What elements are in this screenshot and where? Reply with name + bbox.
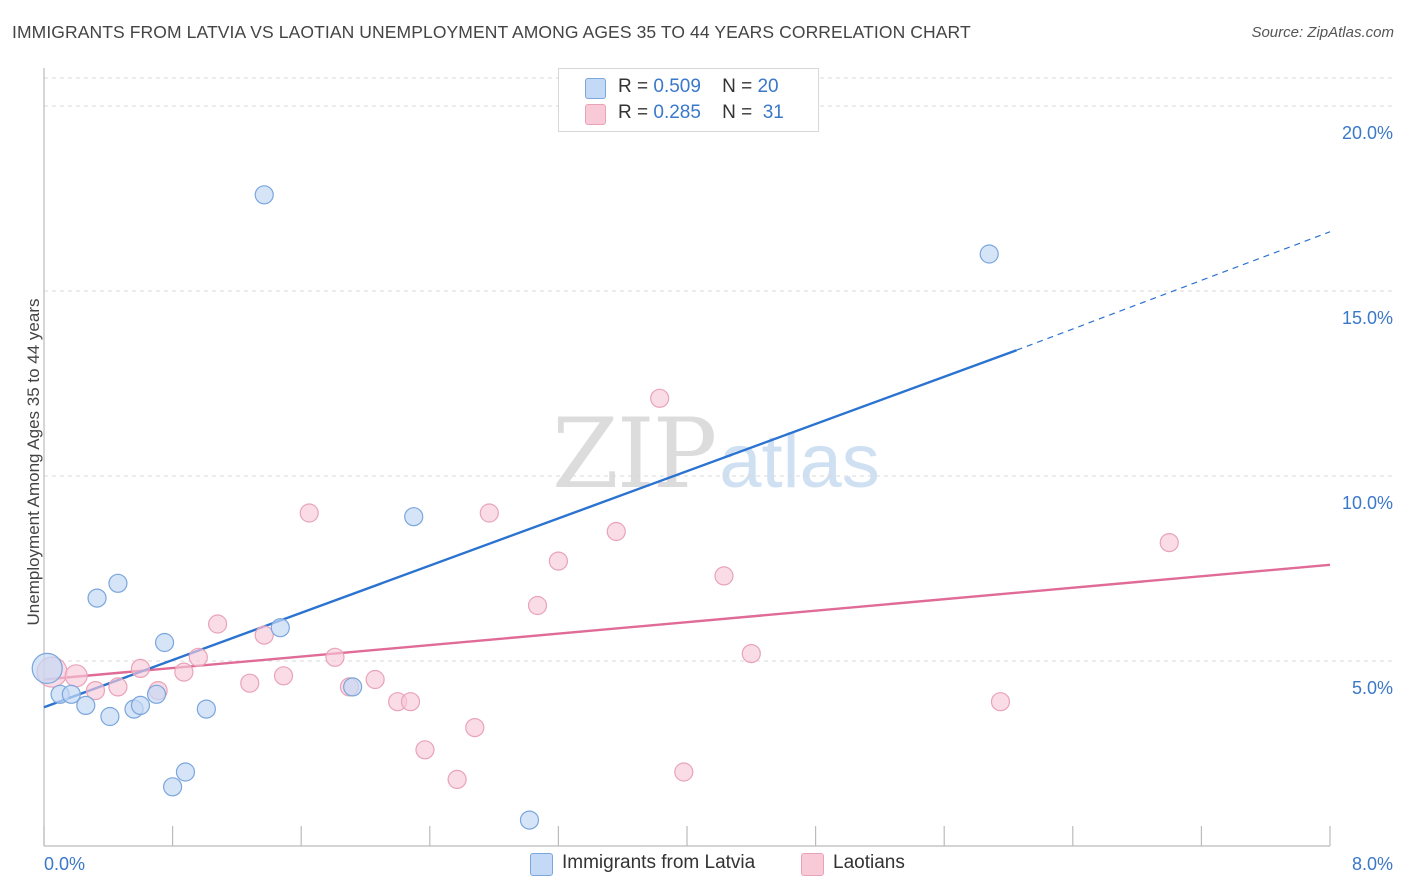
data-point-laotians xyxy=(254,625,274,645)
y-tick-label: 10.0% xyxy=(1342,493,1393,513)
data-point-latvia xyxy=(61,684,81,704)
legend-r-label: R = xyxy=(618,102,649,123)
x-tick-label-min: 0.0% xyxy=(44,854,85,874)
data-point-laotians xyxy=(674,762,694,782)
data-point-latvia xyxy=(519,810,540,830)
watermark-atlas: atlas xyxy=(719,419,880,504)
tick-labels: 5.0% 10.0% 15.0% 20.0% 0.0% 8.0% Unemployment … xyxy=(24,123,1393,874)
data-point-laotians xyxy=(85,680,106,701)
data-point-laotians xyxy=(365,669,385,690)
data-point-laotians xyxy=(64,664,88,688)
data-point-laotians xyxy=(527,595,548,616)
y-tick-label: 20.0% xyxy=(1342,123,1393,143)
data-point-latvia xyxy=(175,762,196,782)
data-point-laotians xyxy=(400,692,421,712)
data-point-laotians xyxy=(299,503,319,523)
data-point-latvia xyxy=(130,695,151,716)
legend-n-label: N = xyxy=(722,76,753,97)
data-point-latvia xyxy=(87,588,107,608)
legend-n-value: 20 xyxy=(757,76,779,97)
data-point-laotians xyxy=(174,662,194,682)
data-point-latvia xyxy=(343,677,363,697)
y-tick-label: 5.0% xyxy=(1352,678,1393,698)
data-point-latvia xyxy=(196,699,216,719)
legend-n-value: 31 xyxy=(762,102,784,123)
data-point-laotians xyxy=(108,677,128,697)
y-tick-label: 15.0% xyxy=(1342,308,1393,328)
data-points xyxy=(31,185,1179,830)
data-point-latvia xyxy=(979,244,999,264)
legend-label-laotians: Laotians xyxy=(833,852,905,873)
trend-line-latvia-extension xyxy=(1016,231,1331,351)
data-point-latvia xyxy=(108,573,128,593)
data-point-laotians xyxy=(741,643,761,664)
data-point-laotians xyxy=(415,740,435,760)
data-point-laotians xyxy=(606,521,626,542)
y-axis-title: Unemployment Among Ages 35 to 44 years xyxy=(24,299,43,626)
x-tick-label-max: 8.0% xyxy=(1352,854,1393,874)
axes xyxy=(43,68,1331,847)
legend-swatch-laotians xyxy=(801,853,824,876)
trend-line-laotians xyxy=(43,563,1331,681)
source-label: Source: ZipAtlas.com xyxy=(1251,24,1394,41)
data-point-laotians xyxy=(130,658,151,679)
data-point-laotians xyxy=(548,551,569,571)
data-point-latvia xyxy=(404,507,424,527)
data-point-latvia xyxy=(254,185,274,205)
data-point-laotians xyxy=(273,666,294,686)
legend-label-latvia: Immigrants from Latvia xyxy=(562,852,756,873)
data-point-laotians xyxy=(650,388,670,408)
legend-swatch-latvia xyxy=(530,853,553,876)
data-point-latvia xyxy=(31,652,63,685)
data-point-laotians xyxy=(240,673,260,693)
data-point-laotians xyxy=(1159,532,1179,553)
data-point-latvia xyxy=(146,684,167,704)
legend-swatch-laotians xyxy=(585,104,606,125)
legend-r-label: R = xyxy=(618,76,649,97)
trend-lines xyxy=(43,231,1331,709)
legend-r-value: 0.285 xyxy=(653,102,701,123)
data-point-laotians xyxy=(447,769,467,790)
legend-n-label: N = xyxy=(722,102,753,123)
data-point-latvia xyxy=(163,777,183,797)
data-point-latvia xyxy=(154,632,175,653)
data-point-laotians xyxy=(479,503,499,523)
data-point-laotians xyxy=(208,614,228,634)
data-point-latvia xyxy=(270,618,290,638)
trend-line-latvia xyxy=(43,349,1017,709)
data-point-laotians xyxy=(990,692,1011,712)
chart-title: IMMIGRANTS FROM LATVIA VS LAOTIAN UNEMPL… xyxy=(12,22,971,42)
data-point-laotians xyxy=(714,566,734,586)
data-point-laotians xyxy=(188,647,208,667)
data-point-laotians xyxy=(465,717,485,738)
data-point-latvia xyxy=(100,706,120,727)
legend-r-value: 0.509 xyxy=(653,76,701,97)
data-point-latvia xyxy=(76,695,96,716)
legend-swatch-latvia xyxy=(585,78,606,99)
data-point-laotians xyxy=(325,647,345,667)
stats-legend: R = 0.509 N = 20 R = 0.285 N = 31 xyxy=(558,68,819,132)
